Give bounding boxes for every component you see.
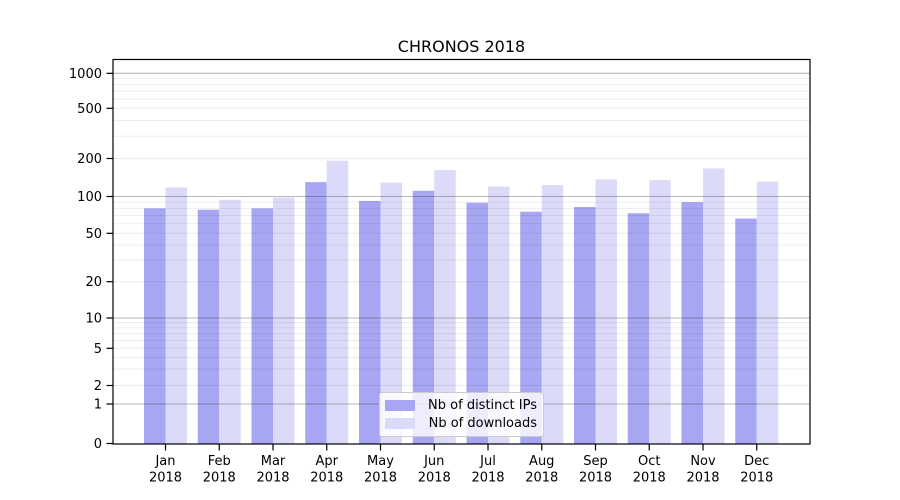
bar-nb-of-downloads-jun — [434, 170, 456, 445]
axes-frame — [112, 58, 811, 445]
xtick-label-month-nov: Nov — [690, 454, 716, 469]
bar-nb-of-distinct-ips-dec — [735, 218, 757, 444]
chart-title: CHRONOS 2018 — [397, 37, 526, 56]
bar-nb-of-downloads-may — [380, 182, 402, 445]
xtick-label-month-may: May — [367, 454, 394, 469]
bar-nb-of-distinct-ips-sep — [574, 207, 596, 444]
legend-swatch-downloads — [385, 418, 415, 429]
xtick-label-month-aug: Aug — [529, 454, 554, 469]
xtick-label-year-jul: 2018 — [471, 471, 504, 486]
bar-nb-of-downloads-aug — [541, 185, 564, 444]
bar-nb-of-downloads-apr — [326, 160, 349, 445]
legend: Nb of distinct IPs Nb of downloads — [379, 392, 544, 437]
bar-nb-of-downloads-oct — [649, 180, 671, 445]
xtick-label-month-jul: Jul — [479, 454, 496, 469]
bar-nb-of-distinct-ips-jan — [144, 208, 166, 444]
bar-nb-of-downloads-dec — [756, 181, 779, 444]
bar-nb-of-downloads-nov — [703, 168, 725, 444]
bar-nb-of-downloads-feb — [219, 199, 241, 444]
bar-nb-of-distinct-ips-aug — [520, 211, 542, 444]
legend-item-downloads: Nb of downloads — [385, 417, 537, 430]
ytick-label-10: 10 — [85, 312, 102, 327]
xtick-label-year-dec: 2018 — [740, 471, 773, 486]
bar-nb-of-distinct-ips-nov — [681, 202, 703, 444]
ytick-label-500: 500 — [77, 102, 102, 117]
ytick-label-20: 20 — [85, 275, 102, 290]
bar-nb-of-distinct-ips-oct — [627, 213, 650, 444]
ytick-label-1000: 1000 — [69, 67, 102, 82]
ytick-label-5: 5 — [94, 342, 102, 357]
bar-nb-of-downloads-jul — [488, 186, 510, 444]
xtick-label-year-nov: 2018 — [686, 471, 719, 486]
ytick-label-100: 100 — [77, 190, 102, 205]
xtick-label-month-oct: Oct — [638, 454, 660, 469]
ytick-label-50: 50 — [85, 227, 102, 242]
xtick-label-month-jun: Jun — [423, 454, 444, 469]
xtick-label-year-apr: 2018 — [310, 471, 343, 486]
xtick-label-month-dec: Dec — [744, 454, 769, 469]
xtick-label-year-sep: 2018 — [579, 471, 612, 486]
bar-nb-of-downloads-sep — [595, 179, 617, 445]
xtick-label-year-feb: 2018 — [203, 471, 236, 486]
bar-nb-of-distinct-ips-jul — [466, 202, 488, 444]
legend-label-downloads: Nb of downloads — [428, 416, 537, 431]
xtick-label-year-may: 2018 — [364, 471, 397, 486]
xtick-label-month-sep: Sep — [583, 454, 608, 469]
bar-nb-of-downloads-jan — [165, 187, 187, 444]
bar-nb-of-distinct-ips-jun — [412, 190, 435, 444]
xtick-label-month-jan: Jan — [154, 454, 175, 469]
legend-swatch-distinct-ips — [385, 400, 415, 411]
bar-nb-of-distinct-ips-feb — [197, 209, 220, 444]
ytick-label-1: 1 — [94, 398, 102, 413]
xtick-label-month-feb: Feb — [208, 454, 231, 469]
ytick-label-0: 0 — [94, 437, 102, 452]
ytick-label-2: 2 — [94, 379, 102, 394]
bar-nb-of-distinct-ips-apr — [305, 182, 327, 444]
bar-nb-of-distinct-ips-mar — [251, 208, 273, 444]
xtick-label-year-jan: 2018 — [149, 471, 182, 486]
xtick-label-year-jun: 2018 — [418, 471, 451, 486]
bar-nb-of-distinct-ips-may — [359, 200, 381, 444]
xtick-label-month-mar: Mar — [261, 454, 286, 469]
legend-label-distinct-ips: Nb of distinct IPs — [428, 398, 537, 413]
legend-item-distinct-ips: Nb of distinct IPs — [385, 399, 537, 412]
xtick-label-year-oct: 2018 — [633, 471, 666, 486]
xtick-label-month-apr: Apr — [316, 454, 339, 469]
xtick-label-year-mar: 2018 — [256, 471, 289, 486]
ytick-label-200: 200 — [77, 152, 102, 167]
bar-nb-of-downloads-mar — [273, 197, 295, 444]
xtick-label-year-aug: 2018 — [525, 471, 558, 486]
